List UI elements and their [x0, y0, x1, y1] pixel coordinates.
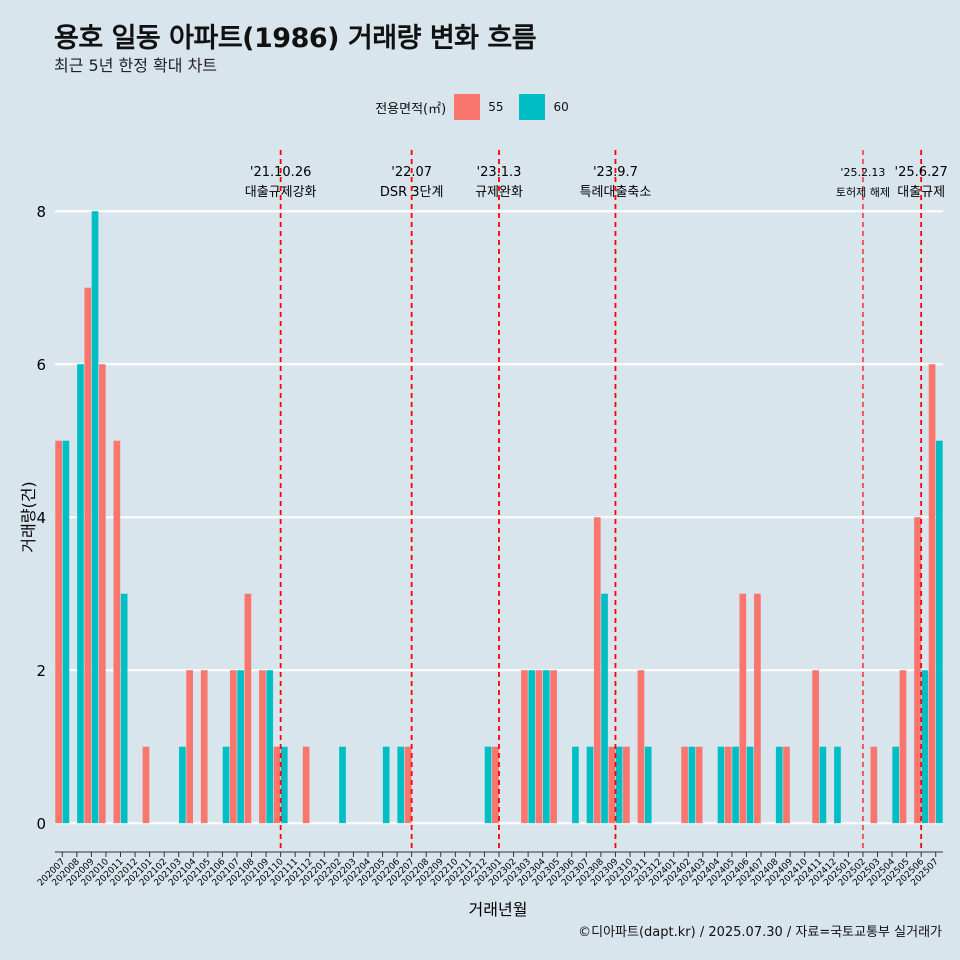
x-axis: 2020072020082020092020102020112020122021…: [36, 851, 943, 888]
bar-60-202110: [280, 746, 288, 824]
legend-label-55: 55: [488, 100, 504, 114]
bar-55-202304: [535, 670, 543, 824]
bar-60-202303: [528, 670, 536, 824]
bar-60-202406: [746, 746, 754, 824]
bar-55-202506: [914, 517, 921, 824]
y-tick-label: 8: [36, 203, 46, 221]
bar-55-202310: [623, 746, 630, 824]
bar-55-202301: [492, 746, 499, 824]
bar-60-202008: [77, 364, 84, 824]
y-axis: 0 2 4 6 8: [36, 203, 46, 833]
bar-55-202109: [259, 670, 266, 824]
event-date-label: '23.9.7: [593, 165, 638, 180]
bar-55-202309: [608, 746, 616, 824]
event-name-label: 특례대출축소: [580, 185, 652, 200]
bar-60-202411: [819, 746, 827, 824]
bar-60-202307: [586, 746, 594, 824]
bar-60-202212: [484, 746, 492, 824]
bar-60-202109: [266, 670, 274, 824]
bar-60-202309: [615, 746, 623, 824]
bar-55-202311: [637, 670, 645, 824]
bar-55-202104: [186, 670, 193, 824]
event-name-label: 토허제 해제: [836, 185, 890, 199]
chart-subtitle: 최근 5년 한정 확대 차트: [54, 56, 218, 75]
bar-60-202009: [91, 211, 99, 824]
bar-55-202406: [739, 593, 747, 824]
bar-60-202011: [120, 593, 128, 824]
bar-55-202009: [84, 287, 92, 824]
bar-55-202411: [812, 670, 819, 824]
event-name-label: DSR 3단계: [380, 185, 444, 200]
event-date-label: '23.1.3: [477, 165, 522, 180]
event-date-label: '22.07: [391, 165, 432, 180]
bar-60-202405: [732, 746, 739, 824]
bar-60-202304: [542, 670, 550, 824]
y-tick-label: 2: [36, 662, 46, 680]
bar-55-202112: [302, 746, 310, 824]
bar-55-202403: [695, 746, 703, 824]
y-axis-label: 거래량(건): [19, 481, 38, 552]
bar-60-202205: [382, 746, 390, 824]
legend-key-60: [519, 94, 546, 120]
bar-60-202106: [222, 746, 230, 824]
bar-60-202308: [601, 593, 608, 824]
y-tick-label: 4: [36, 509, 46, 527]
y-tick-label: 0: [36, 815, 46, 833]
bar-60-202007: [62, 440, 70, 824]
bar-60-202507: [936, 440, 943, 824]
source-caption: ©디아파트(dapt.kr) / 2025.07.30 / 자료=국토교통부 실…: [578, 925, 942, 940]
y-tick-label: 6: [36, 356, 46, 374]
bar-60-202404: [717, 746, 725, 824]
event-name-label: 대출규제: [897, 185, 945, 200]
bar-55-202402: [681, 746, 688, 824]
event-markers: '21.10.26 대출규제강화 '22.07 DSR 3단계 '23.1.3 규제완화 '…: [245, 150, 948, 850]
bar-55-202105: [200, 670, 208, 824]
bar-60-202306: [572, 746, 579, 824]
bars: [55, 211, 943, 824]
bar-55-202305: [550, 670, 557, 824]
bar-60-202408: [775, 746, 783, 824]
bar-60-202206: [397, 746, 405, 824]
bar-55-202207: [404, 746, 412, 824]
bar-55-202505: [899, 670, 907, 824]
bar-60-202504: [892, 746, 900, 824]
bar-60-202107: [237, 670, 244, 824]
bar-55-202011: [113, 440, 121, 824]
bar-55-202409: [783, 746, 790, 824]
event-name-label: 규제완화: [475, 185, 523, 200]
x-axis-label: 거래년월: [469, 900, 528, 919]
legend: 전용면적(㎡) 55 60: [0, 92, 960, 122]
legend-key-55: [454, 94, 481, 120]
bar-60-202506: [921, 670, 929, 824]
bar-55-202107: [229, 670, 237, 824]
bar-55-202110: [273, 746, 281, 824]
bar-60-202311: [644, 746, 652, 824]
event-date-label: '21.10.26: [250, 165, 311, 180]
bar-55-202407: [754, 593, 761, 824]
event-date-label: '25.6.27: [895, 165, 948, 180]
event-date-label: '25.2.13: [840, 166, 885, 179]
bar-55-202101: [142, 746, 150, 824]
bar-55-202503: [870, 746, 878, 824]
legend-title: 전용면적(㎡): [375, 101, 447, 117]
event-name-label: 대출규제강화: [245, 185, 317, 200]
bar-60-202412: [834, 746, 841, 824]
bar-55-202507: [928, 364, 936, 824]
bar-60-202103: [179, 746, 186, 824]
bar-55-202405: [724, 746, 732, 824]
bar-55-202010: [98, 364, 106, 824]
legend-label-60: 60: [553, 100, 569, 114]
bar-55-202303: [521, 670, 528, 824]
bar-55-202108: [244, 593, 252, 824]
bar-60-202202: [339, 746, 346, 824]
bar-55-202308: [593, 517, 601, 824]
bar-60-202402: [688, 746, 696, 824]
bar-55-202007: [55, 440, 62, 824]
chart-title: 용호 일동 아파트(1986) 거래량 변화 흐름: [54, 23, 537, 54]
